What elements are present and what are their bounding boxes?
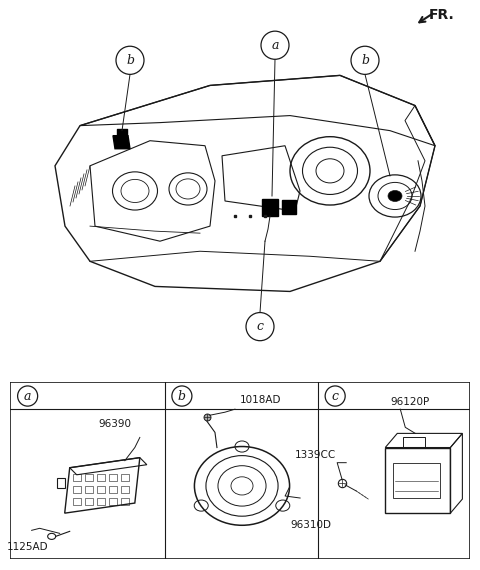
Text: 96120P: 96120P	[391, 397, 430, 407]
Bar	[72, 486, 81, 493]
Text: a: a	[271, 39, 279, 52]
Bar	[121, 474, 129, 481]
Polygon shape	[262, 199, 278, 216]
Text: 96310D: 96310D	[290, 520, 331, 530]
Text: FR.: FR.	[429, 8, 455, 22]
Polygon shape	[282, 200, 296, 214]
Bar	[72, 498, 81, 505]
Bar	[121, 486, 129, 493]
Text: 1018AD: 1018AD	[240, 395, 281, 405]
Text: 1339CC: 1339CC	[295, 450, 336, 459]
Bar	[109, 474, 117, 481]
Circle shape	[325, 386, 345, 406]
Text: b: b	[361, 54, 369, 67]
Bar	[109, 498, 117, 505]
Ellipse shape	[388, 190, 402, 202]
Bar	[393, 463, 440, 498]
Text: a: a	[24, 389, 31, 402]
Text: c: c	[256, 320, 264, 333]
Bar	[97, 486, 105, 493]
Bar	[72, 474, 81, 481]
Bar	[109, 486, 117, 493]
Text: c: c	[332, 389, 339, 402]
Circle shape	[116, 46, 144, 74]
Bar	[85, 474, 93, 481]
Text: b: b	[126, 54, 134, 67]
Text: 1125AD: 1125AD	[7, 543, 48, 552]
Polygon shape	[113, 136, 130, 149]
Circle shape	[261, 31, 289, 59]
Text: b: b	[178, 389, 186, 402]
Circle shape	[18, 386, 37, 406]
Circle shape	[351, 46, 379, 74]
Bar	[85, 498, 93, 505]
Circle shape	[172, 386, 192, 406]
Bar	[97, 474, 105, 481]
Bar	[85, 486, 93, 493]
Bar	[121, 498, 129, 505]
Text: 96390: 96390	[98, 420, 132, 429]
Circle shape	[246, 312, 274, 341]
Bar	[97, 498, 105, 505]
